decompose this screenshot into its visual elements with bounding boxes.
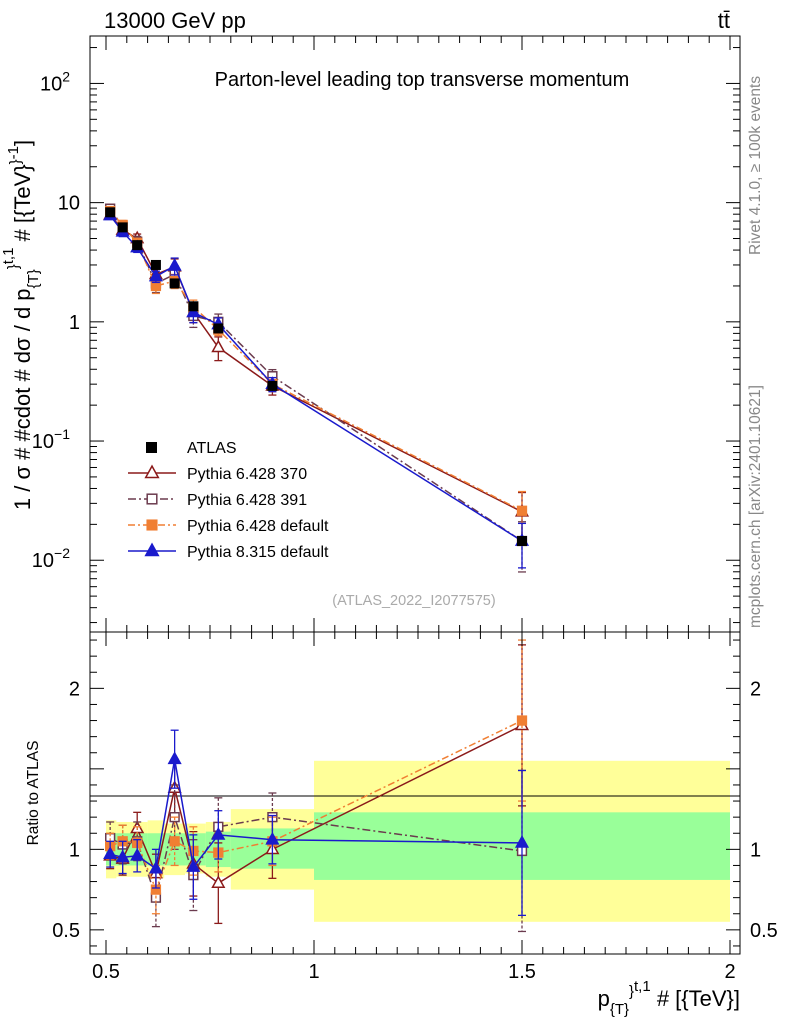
legend-label-atlas: ATLAS — [187, 440, 237, 457]
x-tick-labels: 0.5 1 1.5 2 — [92, 961, 735, 983]
x-axis-label-sup2: t,1 — [634, 978, 651, 995]
atlas-data-point — [117, 222, 128, 233]
y-tick-label-base: 10 — [32, 550, 54, 572]
header-left: 13000 GeV pp — [104, 8, 246, 33]
ratio-tick-label-left: 0.5 — [52, 920, 80, 942]
x-tick-label: 1 — [308, 961, 319, 983]
ratio-series-marker — [103, 846, 118, 860]
legend-label: Pythia 8.315 default — [187, 544, 329, 561]
series-marker — [167, 257, 182, 271]
y-axis-label-part2: # [{TeV} — [10, 164, 35, 247]
y-axis-label-exp: } — [7, 159, 24, 164]
series-marker — [148, 268, 163, 282]
x-tick-label: 0.5 — [92, 961, 120, 983]
y-tick-label-base: 10 — [58, 193, 80, 215]
ratio-axis-ticks — [90, 632, 740, 954]
y-tick-label: 102 — [40, 68, 70, 95]
y-tick-label-base: 1 — [69, 312, 80, 334]
ratio-tick-label-right: 0.5 — [750, 920, 778, 942]
ratio-series-marker — [115, 849, 130, 863]
mcplots-label: mcplots.cern.ch [arXiv:2401.10621] — [747, 385, 764, 628]
y-tick-label: 10−2 — [32, 545, 70, 572]
ratio-plot-panel: 0.5 0.5 1 1 2 2 Ratio to ATLAS — [25, 631, 778, 955]
x-axis-label-sup: } — [629, 983, 634, 1000]
y-tick-label-base: 10 — [32, 431, 54, 453]
ratio-series-marker — [148, 860, 163, 874]
legend-marker-atlas — [146, 442, 157, 453]
atlas-data-point — [150, 259, 161, 270]
legend-label: Pythia 6.428 370 — [187, 466, 307, 483]
x-axis-label-sub: {T} — [610, 1001, 629, 1018]
chart-title: Parton-level leading top transverse mome… — [215, 69, 630, 91]
series-marker — [211, 339, 226, 353]
atlas-data-point — [169, 278, 180, 289]
x-tick-label: 1.5 — [508, 961, 536, 983]
ratio-series-marker — [265, 831, 280, 845]
ratio-series-marker — [186, 859, 201, 872]
atlas-data-point — [213, 323, 224, 334]
ratio-series-marker — [514, 835, 530, 848]
ratio-series-marker — [130, 847, 145, 861]
y-axis-label-sup: } — [5, 264, 22, 269]
legend-marker — [144, 464, 160, 479]
legend-marker — [144, 542, 160, 557]
ratio-series-marker — [169, 836, 180, 847]
y-axis-label-exp2: -1 — [5, 146, 22, 159]
y-tick-label-exp: −2 — [54, 545, 70, 561]
ratio-tick-labels: 0.5 0.5 1 1 2 2 — [52, 678, 778, 942]
x-axis-label-unit: # [{TeV}] — [651, 986, 740, 1011]
ratio-tick-label-left: 1 — [69, 839, 80, 861]
analysis-label: (ATLAS_2022_I2077575) — [332, 593, 495, 609]
x-axis-label: p{T}}t,1 # [{TeV}] — [598, 978, 740, 1018]
y-tick-label-exp: −1 — [54, 426, 70, 442]
ratio-series-marker — [167, 751, 182, 765]
rivet-version-label: Rivet 4.1.0, ≥ 100k events — [747, 76, 764, 255]
ratio-tick-label-left: 2 — [69, 678, 80, 700]
y-tick-label-base: 10 — [40, 73, 62, 95]
ratio-tick-label-right: 2 — [750, 678, 761, 700]
atlas-data-point — [188, 301, 199, 312]
atlas-data-point — [132, 240, 143, 251]
ratio-series-marker — [211, 875, 226, 889]
y-axis-label-part1: 1 / σ # #cdot # dσ / d p — [10, 288, 35, 510]
legend-label: Pythia 6.428 default — [187, 518, 329, 535]
x-axis-label-p: p — [598, 986, 610, 1011]
series-marker — [516, 505, 528, 516]
y-axis-label-close: ] — [10, 140, 35, 146]
legend-marker — [146, 493, 158, 505]
atlas-data-point — [105, 207, 116, 218]
ratio-y-axis-label: Ratio to ATLAS — [25, 741, 42, 846]
ratio-plot-frame — [89, 631, 741, 955]
legend-marker — [146, 519, 158, 531]
y-tick-label: 10 — [58, 193, 80, 215]
ratio-series-marker — [516, 715, 528, 726]
ratio-series-marker — [211, 826, 226, 840]
ratio-tick-label-right: 1 — [750, 839, 761, 861]
y-tick-label: 1 — [69, 312, 80, 334]
legend: ATLAS Pythia 6.428 370 Pythia 6.428 391 Pyt… — [128, 440, 329, 561]
y-axis-label-sup2: t,1 — [0, 248, 17, 265]
x-tick-label: 2 — [724, 961, 735, 983]
y-axis-label-sub: {T} — [25, 269, 42, 288]
atlas-data-layer — [105, 207, 527, 546]
y-axis-label: 1 / σ # #cdot # dσ / d p{T}}t,1 # [{TeV}… — [0, 140, 42, 510]
legend-label: Pythia 6.428 391 — [187, 492, 307, 509]
y-tick-label: 10−1 — [32, 426, 70, 453]
y-tick-label-exp: 2 — [62, 68, 70, 84]
atlas-data-point — [267, 380, 278, 391]
atlas-data-point — [517, 535, 527, 546]
header-right: tt̄ — [718, 8, 730, 33]
ratio-series-layer — [103, 639, 530, 933]
main-axis-ticks — [90, 36, 740, 632]
